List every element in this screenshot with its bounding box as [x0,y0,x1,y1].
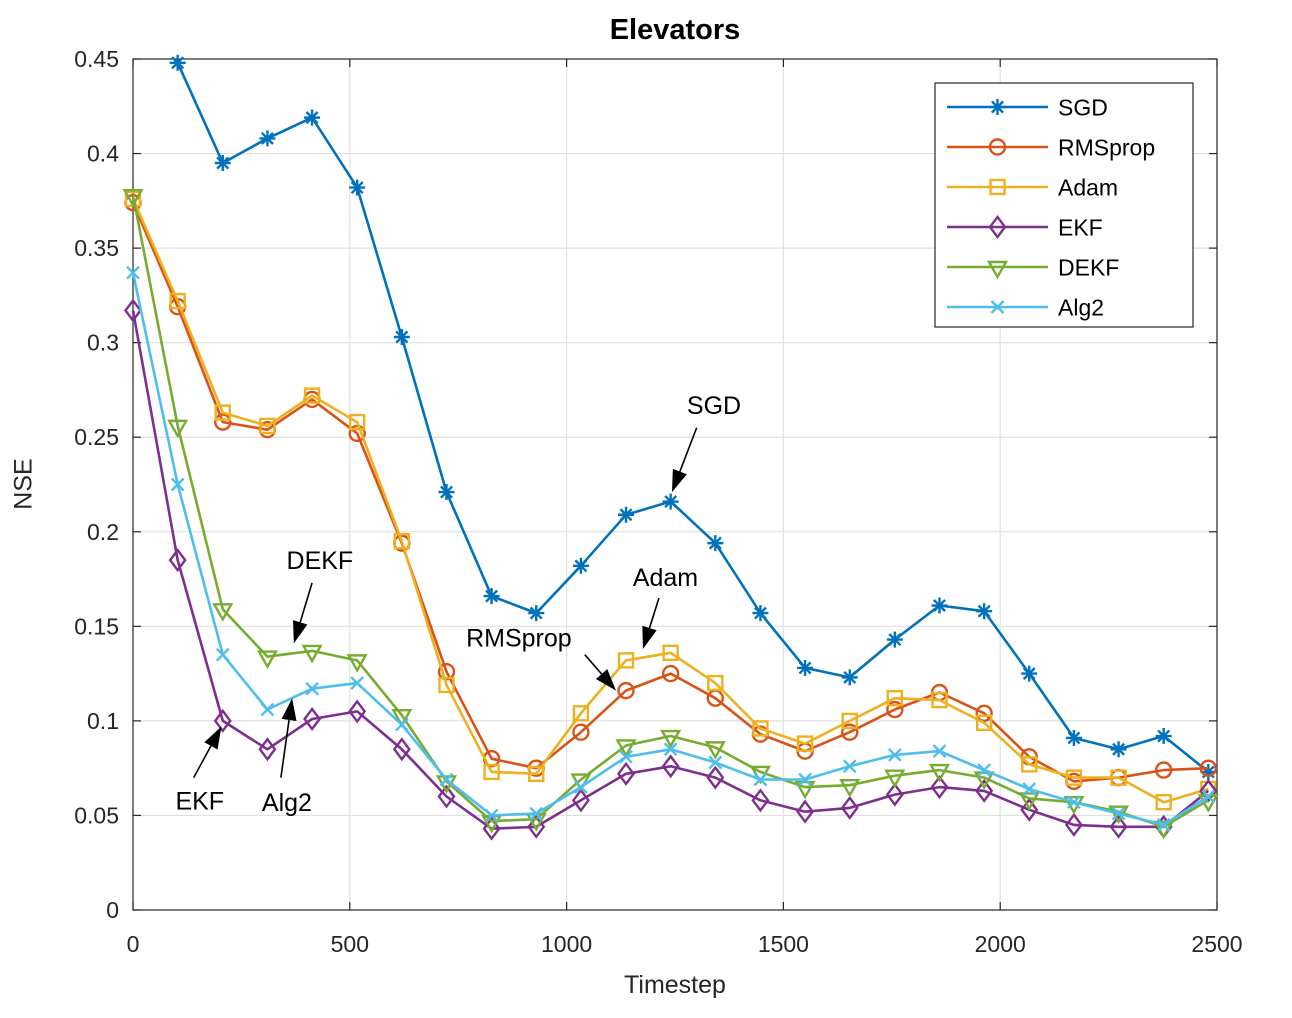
legend-label: Adam [1058,175,1118,201]
series-Alg2-markers [126,265,1216,832]
x-tick-label: 0 [127,931,140,957]
legend-entry-DEKF: DEKF [947,255,1119,281]
annotation-text: SGD [687,392,741,420]
legend-label: Alg2 [1058,295,1104,321]
legend-label: DEKF [1058,255,1119,281]
tick-marks [132,58,1218,911]
x-tick-label: 500 [331,931,369,957]
annotation-Alg2: Alg2 [262,698,312,817]
annotation-text: EKF [175,787,224,815]
legend-entry-Alg2: Alg2 [947,295,1104,321]
x-tick-label: 1000 [541,931,592,957]
annotation-text: Adam [633,564,698,592]
series-SGD-markers [169,54,1217,780]
axes-box [132,58,1218,911]
x-tick-label: 2000 [975,931,1026,957]
annotation-DEKF: DEKF [287,547,354,644]
grid [133,59,1217,910]
y-tick-label: 0.35 [74,235,119,261]
y-tick-label: 0.15 [74,613,119,639]
legend-entry-SGD: SGD [947,95,1108,121]
legend-entry-EKF: EKF [947,215,1103,241]
x-tick-label: 1500 [758,931,809,957]
legend-entry-Adam: Adam [947,175,1118,201]
legend-label: SGD [1058,95,1108,121]
series-EKF-markers [124,298,1218,841]
y-tick-label: 0.1 [87,708,119,734]
y-tick-labels: 0 0.05 0.1 0.15 0.2 0.25 0.3 0.35 0.4 0.45 [74,46,119,923]
legend-label: RMSprop [1058,135,1155,161]
series-Adam-line [131,198,1209,804]
series-DEKF-line [131,194,1209,829]
chart-title: Elevators [609,14,741,46]
legend: SGD RMSprop Adam EKF DEKF Alg2 [934,82,1194,328]
y-axis-label: NSE [9,458,38,510]
annotation-EKF: EKF [175,726,224,815]
annotation-text: Alg2 [262,789,312,817]
x-tick-label: 2500 [1191,931,1242,957]
y-tick-label: 0.25 [74,424,119,450]
y-tick-label: 0.3 [87,330,119,356]
legend-entry-RMSprop: RMSprop [947,135,1155,161]
x-tick-labels: 0 500 1000 1500 2000 2500 [127,931,1243,957]
y-tick-label: 0 [106,897,119,923]
series-Adam-markers [124,190,1217,811]
y-tick-label: 0.45 [74,46,119,72]
legend-label: EKF [1058,215,1103,241]
series-SGD-line [176,62,1210,773]
y-tick-label: 0.05 [74,802,119,828]
y-tick-label: 0.4 [87,141,119,167]
annotation-text: DEKF [287,547,354,575]
annotation-Adam: Adam [633,564,698,650]
y-tick-label: 0.2 [87,519,119,545]
x-axis-label: Timestep [624,971,726,999]
annotation-text: RMSprop [466,625,572,653]
annotation-RMSprop: RMSprop [466,625,617,691]
annotation-SGD: SGD [671,392,741,493]
